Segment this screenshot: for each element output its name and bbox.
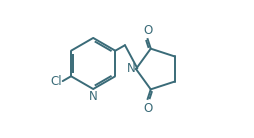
Text: O: O <box>143 23 152 37</box>
Text: N: N <box>89 90 98 103</box>
Text: O: O <box>143 102 152 115</box>
Text: Cl: Cl <box>50 75 62 88</box>
Text: N: N <box>126 62 135 75</box>
